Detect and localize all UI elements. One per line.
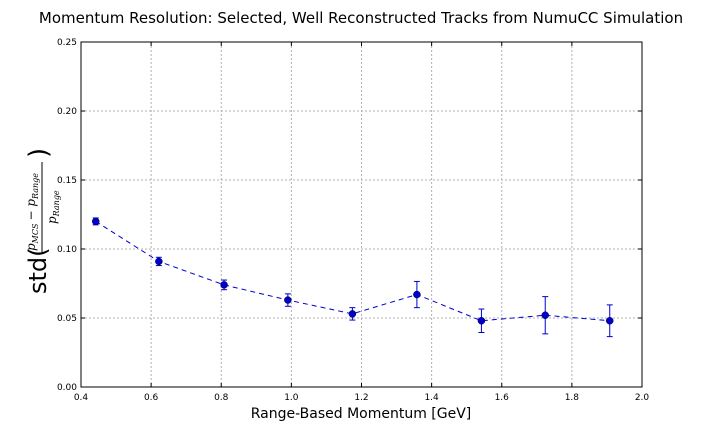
data-point: [605, 317, 614, 325]
axis-ticks: 0.4 0.6 0.8 1.0 1.2 1.4 1.6 1.8 2.0 0.00 0.05 0.10 0…: [57, 38, 649, 403]
y-label-den-p: p: [45, 216, 59, 224]
grid-lines: [81, 42, 642, 387]
x-tick-label: 1.6: [495, 393, 510, 403]
y-label-num-sub-2: Range: [31, 173, 40, 200]
x-tick-label: 0.8: [214, 393, 229, 403]
y-tick-label: 0.15: [57, 176, 77, 186]
y-label-num-p: p: [24, 243, 38, 251]
x-axis-label: Range-Based Momentum [GeV]: [251, 406, 472, 422]
y-label-num-sub-1: MCS: [31, 223, 40, 244]
data-series: [91, 217, 614, 338]
data-point: [220, 281, 228, 289]
y-axis-label: std( pMCS− pRange pRange ): [24, 148, 61, 294]
data-point: [91, 217, 100, 226]
data-point: [348, 310, 357, 318]
y-axis-label-denominator: pRange: [45, 190, 61, 224]
x-tick-label: 0.6: [144, 393, 159, 403]
data-point: [477, 317, 486, 325]
chart-title: Momentum Resolution: Selected, Well Reco…: [39, 9, 683, 27]
x-tick-label: 2.0: [635, 393, 650, 403]
x-tick-label: 1.0: [284, 393, 299, 403]
x-tick-label: 1.8: [565, 393, 580, 403]
y-axis-label-prefix: std(: [24, 247, 52, 294]
y-axis-label-suffix: ): [24, 148, 54, 158]
y-tick-label: 0.05: [57, 314, 77, 324]
x-tick-label: 1.2: [354, 393, 368, 403]
y-axis-label-numerator: pMCS − pRange: [24, 173, 40, 251]
data-point: [155, 257, 163, 266]
y-tick-label: 0.00: [57, 383, 77, 393]
y-tick-label: 0.10: [57, 245, 77, 255]
data-point: [413, 290, 421, 299]
x-tick-label: 0.4: [74, 393, 89, 403]
y-tick-label: 0.25: [57, 38, 77, 48]
x-tick-label: 1.4: [424, 393, 439, 403]
data-point: [541, 311, 549, 319]
series-line: [95, 220, 610, 322]
y-label-num-minus: − p: [24, 199, 38, 221]
y-tick-label: 0.20: [57, 107, 77, 117]
data-point: [284, 296, 292, 304]
y-label-den-sub: Range: [52, 190, 61, 217]
